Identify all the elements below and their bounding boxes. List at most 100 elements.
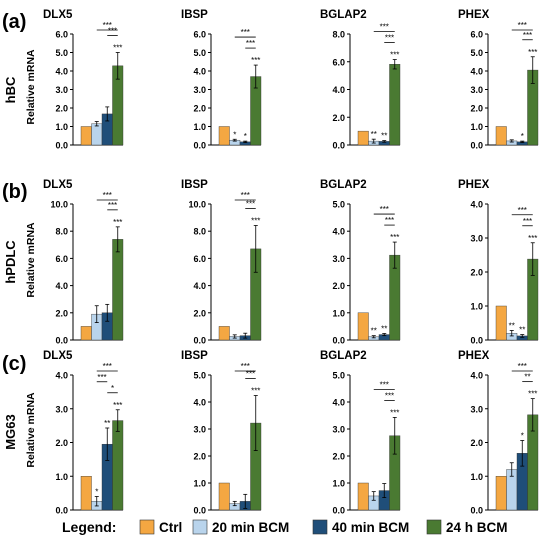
bar-ctrl	[357, 130, 369, 146]
legend-swatch	[139, 519, 155, 535]
panel-label: (b)	[2, 181, 28, 203]
legend-swatch	[426, 519, 442, 535]
y-tick-label: 0.0	[332, 506, 345, 516]
y-tick-label: 4.0	[332, 85, 345, 95]
y-axis-label: Relative mRNA	[25, 49, 37, 125]
significance-marker: **	[371, 327, 377, 336]
chart-title: DLX5	[43, 179, 73, 191]
bracket-label: ***	[241, 191, 250, 200]
chart-title: BGLAP2	[320, 350, 367, 362]
bar-ctrl	[357, 312, 369, 341]
bar-ctrl	[80, 126, 92, 146]
significance-marker: *	[95, 488, 98, 497]
legend-swatch	[312, 519, 328, 535]
bracket-label: ***	[108, 201, 117, 210]
chart-title: BGLAP2	[320, 9, 367, 21]
bracket-label: ***	[103, 191, 112, 200]
y-tick-label: 2.0	[470, 268, 483, 278]
bracket-label: ***	[523, 31, 532, 40]
y-tick-label: 6.0	[55, 30, 68, 40]
chart-title: DLX5	[43, 350, 73, 362]
y-tick-label: 3.0	[193, 85, 206, 95]
y-tick-label: 4.0	[332, 398, 345, 408]
y-tick-label: 6.0	[193, 30, 206, 40]
y-tick-label: 0.0	[55, 506, 68, 516]
legend: Legend: Ctrl 20 min BCM 40 min BCM 24 h BCM	[62, 519, 508, 535]
significance-marker: *	[521, 431, 524, 440]
y-tick-label: 1.0	[470, 302, 483, 312]
bar-ctrl	[495, 126, 507, 146]
y-tick-label: 6.0	[332, 57, 345, 67]
chart-title: PHEX	[458, 179, 490, 191]
legend-entry: 24 h BCM	[446, 520, 508, 535]
y-tick-label: 3.0	[470, 234, 483, 244]
chart-panels: DLX50.01.02.03.04.05.06.0*********IBSP0.…	[43, 9, 539, 516]
significance-marker: **	[509, 321, 515, 330]
y-tick-label: 5.0	[332, 200, 345, 210]
cell-type-label: hPDLC	[3, 240, 18, 284]
y-tick-label: 2.0	[332, 452, 345, 462]
y-tick-label: 3.0	[332, 254, 345, 264]
y-tick-label: 5.0	[470, 48, 483, 58]
y-tick-label: 4.0	[193, 281, 206, 291]
y-tick-label: 4.0	[332, 227, 345, 237]
bracket-label: *	[111, 384, 114, 393]
significance-marker: ***	[390, 408, 399, 417]
bar-24-h-bcm	[389, 64, 401, 146]
y-tick-label: 2.0	[332, 113, 345, 123]
y-tick-label: 4.0	[470, 371, 483, 381]
y-tick-label: 2.0	[193, 104, 206, 114]
significance-marker: ***	[390, 233, 399, 242]
y-tick-label: 5.0	[55, 48, 68, 58]
y-tick-label: 2.0	[55, 438, 68, 448]
y-tick-label: 1.0	[55, 122, 68, 132]
bar-ctrl	[357, 482, 369, 511]
y-tick-label: 4.0	[55, 67, 68, 77]
bracket-label: ***	[523, 217, 532, 226]
y-tick-label: 4.0	[193, 67, 206, 77]
bracket-label: ***	[246, 199, 255, 208]
bracket-label: **	[524, 373, 530, 382]
y-tick-label: 3.0	[55, 85, 68, 95]
y-tick-label: 2.0	[55, 308, 68, 318]
y-tick-label: 4.0	[193, 398, 206, 408]
significance-marker: **	[371, 130, 377, 139]
y-tick-label: 0.0	[193, 141, 206, 151]
y-tick-label: 3.0	[470, 85, 483, 95]
bracket-label: ***	[97, 373, 106, 382]
chart-title: PHEX	[458, 350, 490, 362]
significance-marker: ***	[251, 216, 260, 225]
bracket-label: ***	[385, 34, 394, 43]
bracket-label: ***	[103, 362, 112, 371]
cell-type-label: hBC	[3, 76, 18, 103]
y-tick-label: 0.0	[55, 141, 68, 151]
y-tick-label: 0.0	[470, 336, 483, 346]
bracket-label: ***	[103, 21, 112, 30]
legend-entry: Ctrl	[159, 520, 182, 535]
chart-title: PHEX	[458, 9, 490, 21]
legend-entry: 20 min BCM	[212, 520, 289, 535]
y-tick-label: 6.0	[193, 254, 206, 264]
y-tick-label: 0.0	[470, 506, 483, 516]
y-tick-label: 8.0	[332, 30, 345, 40]
y-tick-label: 4.0	[55, 371, 68, 381]
y-tick-label: 0.0	[332, 141, 345, 151]
significance-marker: ***	[390, 51, 399, 60]
significance-marker: *	[521, 132, 524, 141]
chart-title: DLX5	[43, 9, 73, 21]
bar-ctrl	[218, 326, 230, 341]
significance-marker: ***	[113, 44, 122, 53]
panel-label: (a)	[2, 11, 26, 33]
y-tick-label: 3.0	[332, 425, 345, 435]
bracket-label: ***	[518, 21, 527, 30]
significance-marker: *	[244, 132, 247, 141]
y-tick-label: 2.0	[193, 452, 206, 462]
significance-marker: ***	[251, 56, 260, 65]
bracket-label: ***	[246, 39, 255, 48]
